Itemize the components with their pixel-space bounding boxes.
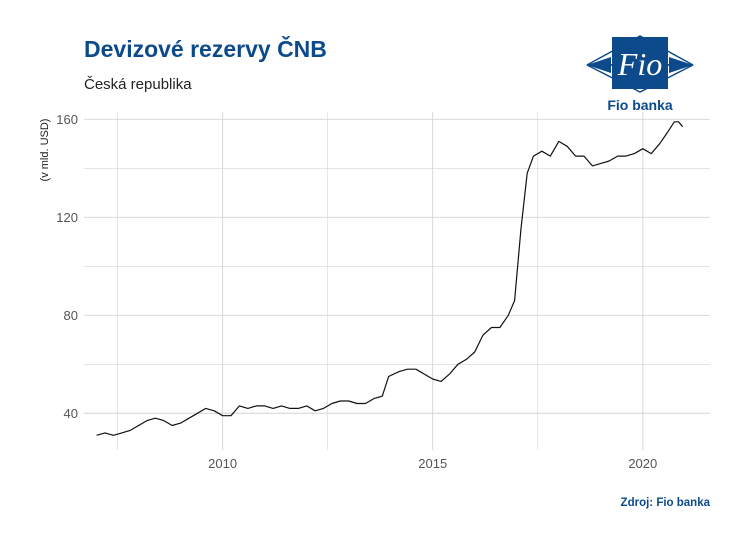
fio-logo: Fio Fio banka: [585, 34, 695, 116]
logo-name: Fio banka: [607, 97, 673, 113]
y-axis-ticks: 40 80 120 160: [56, 112, 78, 421]
series-line-reserves: [96, 121, 684, 436]
x-tick-label: 2010: [208, 456, 237, 471]
y-tick-label: 120: [56, 210, 78, 225]
x-tick-label: 2015: [418, 456, 447, 471]
y-tick-label: 40: [64, 406, 78, 421]
y-tick-label: 160: [56, 112, 78, 127]
x-axis-ticks: 2010 2015 2020: [208, 456, 657, 471]
y-axis-label: (v mld. USD): [39, 119, 51, 182]
fio-logo-mark: Fio Fio banka: [586, 35, 694, 113]
grid-lines: [84, 112, 710, 450]
y-tick-label: 80: [64, 308, 78, 323]
source-note: Zdroj: Fio banka: [620, 497, 710, 509]
x-tick-label: 2020: [628, 456, 657, 471]
logo-mark-text: Fio: [617, 46, 662, 82]
chart-subtitle: Česká republika: [84, 76, 192, 93]
chart-title: Devizové rezervy ČNB: [84, 36, 327, 62]
